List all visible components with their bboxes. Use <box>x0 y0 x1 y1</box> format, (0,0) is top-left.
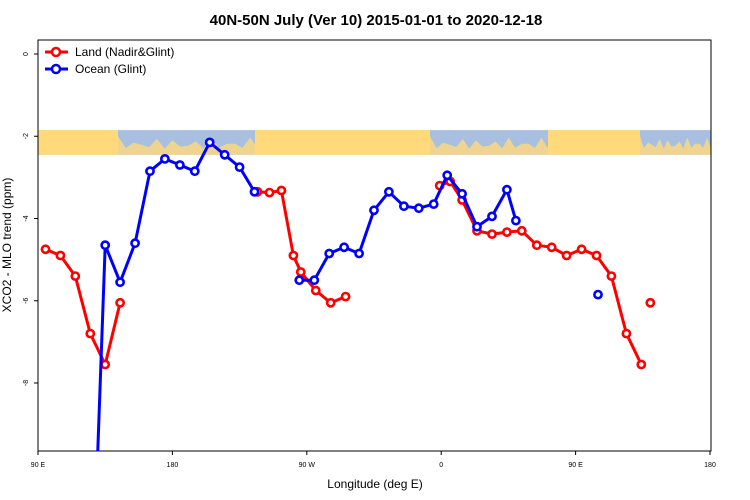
data-point <box>413 203 424 214</box>
data-point <box>354 248 364 259</box>
map-band-land <box>255 130 430 155</box>
data-point <box>264 187 275 198</box>
data-point <box>339 242 349 253</box>
data-point <box>501 227 512 237</box>
y-tick-label: -4 <box>23 215 30 221</box>
data-point <box>204 137 215 148</box>
y-tick-label: -2 <box>23 133 30 139</box>
data-point <box>561 250 572 261</box>
data-point <box>40 244 51 255</box>
data-point <box>531 240 542 251</box>
series-line <box>299 173 518 282</box>
data-point <box>70 271 81 281</box>
data-point <box>369 205 379 216</box>
data-point <box>276 185 287 196</box>
data-point <box>428 199 439 209</box>
data-point <box>516 225 527 236</box>
data-point <box>174 160 185 170</box>
data-point <box>100 359 111 370</box>
data-point <box>85 328 96 339</box>
data-point <box>295 267 306 277</box>
data-point <box>115 277 125 288</box>
series-land <box>40 176 656 370</box>
data-point <box>645 297 656 308</box>
data-point <box>606 271 617 281</box>
data-point <box>487 229 497 239</box>
data-point <box>100 240 111 251</box>
map-band-land <box>38 130 118 155</box>
data-point <box>736 279 743 286</box>
x-tick-label: 90 W <box>299 462 316 469</box>
data-point <box>249 186 260 197</box>
data-point <box>721 242 728 249</box>
y-tick-label: 0 <box>23 52 30 56</box>
legend: Land (Nadir&Glint) Ocean (Glint) <box>45 45 174 76</box>
data-point <box>145 166 155 177</box>
data-point <box>189 166 200 177</box>
data-point <box>324 248 335 259</box>
series-line <box>257 189 347 305</box>
data-point <box>546 242 557 253</box>
data-point <box>636 359 647 370</box>
legend-ocean-label: Ocean (Glint) <box>75 62 146 76</box>
data-point <box>294 275 305 286</box>
data-point <box>398 201 409 212</box>
data-point <box>591 250 602 261</box>
data-point <box>472 221 482 232</box>
x-tick-label: 180 <box>167 462 179 469</box>
y-axis: 0 -2 -4 -6 -8 <box>23 52 38 386</box>
plot-area <box>37 39 712 452</box>
series-line <box>96 140 256 451</box>
series-layer <box>40 137 750 453</box>
data-point <box>442 170 453 181</box>
x-tick-label: 90 E <box>568 462 583 469</box>
series-line <box>44 247 122 366</box>
data-point <box>621 328 632 339</box>
data-point <box>234 162 245 172</box>
data-point <box>115 297 125 308</box>
series-line <box>718 159 750 453</box>
data-point <box>576 244 587 255</box>
legend-ocean-swatch-marker <box>50 63 62 75</box>
x-axis-label: Longitude (deg E) <box>327 477 422 491</box>
map-band-coast <box>118 136 258 155</box>
data-point <box>340 291 351 302</box>
y-axis-label: XCO2 - MLO trend (ppm) <box>0 178 14 313</box>
y-tick-label: -8 <box>23 380 30 386</box>
data-point <box>325 297 336 308</box>
x-tick-label: 90 E <box>31 462 46 469</box>
chart-title: 40N-50N July (Ver 10) 2015-01-01 to 2020… <box>210 12 543 29</box>
map-band-coast <box>640 136 711 155</box>
data-point <box>511 215 521 226</box>
data-point <box>593 289 603 300</box>
legend-land-swatch-marker <box>50 46 62 58</box>
data-point <box>383 186 394 197</box>
series-ocean <box>96 137 750 453</box>
x-tick-label: 0 <box>439 462 443 469</box>
data-point <box>55 250 66 261</box>
data-point <box>219 149 230 160</box>
y-tick-label: -6 <box>23 298 30 304</box>
data-point <box>310 285 321 296</box>
legend-land-label: Land (Nadir&Glint) <box>75 45 174 59</box>
data-point <box>457 188 467 199</box>
data-point <box>159 153 170 164</box>
plot-frame <box>37 39 712 452</box>
x-axis: 90 E 180 90 W 0 90 E 180 <box>31 451 716 469</box>
data-point <box>288 250 299 261</box>
data-point <box>130 238 140 249</box>
world-map-band <box>38 130 711 155</box>
data-point <box>487 211 497 222</box>
map-band-coast <box>430 136 548 155</box>
map-band-land <box>548 130 640 155</box>
data-point <box>501 184 512 195</box>
data-point <box>309 275 320 286</box>
x-tick-label: 180 <box>704 462 716 469</box>
